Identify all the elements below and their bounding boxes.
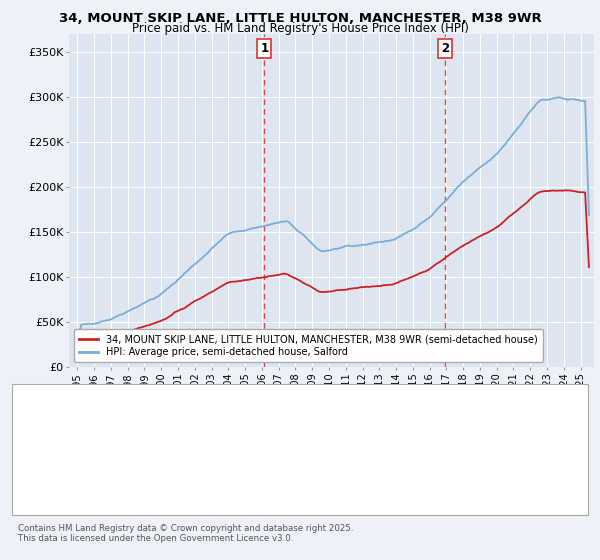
Text: 2: 2 [33,455,42,469]
Text: 1: 1 [33,405,42,418]
Text: 1: 1 [260,42,268,55]
Text: 23% ↓ HPI: 23% ↓ HPI [360,405,422,418]
Text: £120,000: £120,000 [252,455,308,469]
Text: 34, MOUNT SKIP LANE, LITTLE HULTON, MANCHESTER, M38 9WR: 34, MOUNT SKIP LANE, LITTLE HULTON, MANC… [59,12,541,25]
Text: Contains HM Land Registry data © Crown copyright and database right 2025.
This d: Contains HM Land Registry data © Crown c… [18,524,353,543]
Text: Price paid vs. HM Land Registry's House Price Index (HPI): Price paid vs. HM Land Registry's House … [131,22,469,35]
Text: 29% ↓ HPI: 29% ↓ HPI [360,455,422,469]
Text: 2: 2 [440,42,449,55]
Text: £99,500: £99,500 [252,405,301,418]
Text: 28-FEB-2006: 28-FEB-2006 [69,405,145,418]
Text: 25-NOV-2016: 25-NOV-2016 [69,455,148,469]
Legend: 34, MOUNT SKIP LANE, LITTLE HULTON, MANCHESTER, M38 9WR (semi-detached house), H: 34, MOUNT SKIP LANE, LITTLE HULTON, MANC… [74,329,542,362]
